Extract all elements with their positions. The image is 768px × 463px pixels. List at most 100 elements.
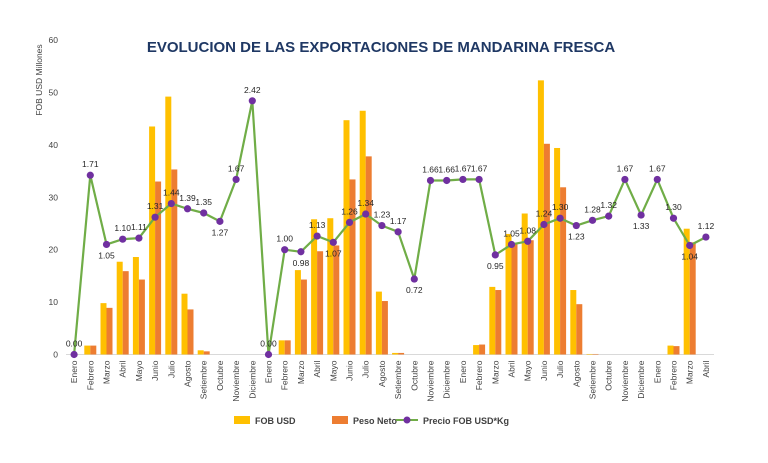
x-tick-label: Febrero [85,360,95,390]
price-data-label: 1.10 [114,223,131,233]
legend-label-peso: Peso Neto [353,416,398,426]
price-data-label: 1.67 [617,163,634,173]
legend-label-precio: Precio FOB USD*Kg [423,416,509,426]
x-tick-label: Setiembre [588,360,598,399]
price-data-label: 0.98 [293,258,310,268]
bar-fob-usd [521,213,528,355]
chart-title: EVOLUCION DE LAS EXPORTACIONES DE MANDAR… [147,39,616,56]
price-data-label: 1.00 [276,234,293,244]
x-tick-label: Junio [539,360,549,381]
x-tick-label: Mayo [134,360,144,381]
x-tick-label: Mayo [328,360,338,381]
price-data-label: 1.30 [665,202,682,212]
x-tick-label: Enero [652,360,662,383]
legend: FOB USD Peso Neto Precio FOB USD*Kg [234,416,509,426]
bar-peso-neto [155,181,162,355]
x-tick-label: Setiembre [393,360,403,399]
bar-peso-neto [495,290,502,355]
price-marker [605,212,613,220]
price-marker [540,220,548,229]
legend-swatch-peso [332,416,348,424]
bar-peso-neto [543,143,550,355]
x-tick-label: Abril [312,360,322,377]
price-marker [102,240,111,249]
x-tick-label: Octubre [409,360,419,391]
bar-peso-neto [171,169,178,355]
bar-peso-neto [106,307,113,355]
price-data-label: 1.31 [147,201,164,211]
price-marker [410,275,418,283]
bar-fob-usd [505,233,512,355]
bar-fob-usd [683,228,690,355]
x-tick-label: Abril [507,360,517,377]
x-tick-label: Abril [118,360,128,377]
x-tick-label: Marzo [102,360,112,384]
y-tick-label: 10 [49,297,59,307]
x-tick-label: Setiembre [199,360,209,399]
price-data-label: 1.66 [438,164,455,174]
bar-peso-neto [203,351,210,355]
x-tick-label: Agosto [571,360,581,387]
x-tick-label: Diciembre [442,360,452,399]
price-data-label: 1.35 [195,197,212,207]
x-tick-label: Febrero [474,360,484,390]
price-data-label: 1.32 [600,200,617,210]
y-axis-label: FOB USD Millones [34,44,44,115]
bar-peso-neto [560,187,567,355]
price-data-label: 1.44 [163,188,180,198]
price-data-label: 1.24 [536,209,553,219]
bars [84,80,696,355]
x-tick-label: Agosto [377,360,387,387]
price-marker [686,241,694,250]
price-marker [248,97,256,105]
price-marker [119,235,127,243]
bar-fob-usd [149,126,156,355]
bar-fob-usd [327,218,334,355]
bar-peso-neto [398,352,405,355]
bar-fob-usd [278,340,285,355]
price-marker [264,350,273,359]
bar-peso-neto [187,309,194,355]
price-marker [491,251,499,259]
price-data-label: 1.13 [309,220,326,230]
price-marker [669,214,678,222]
y-tick-label: 60 [49,35,59,45]
legend-swatch-fob [234,416,250,424]
bar-peso-neto [479,344,486,355]
price-data-label: 0.00 [66,339,83,349]
x-tick-label: Diciembre [636,360,646,399]
bar-fob-usd [165,96,172,355]
price-marker [281,246,289,254]
price-data-label: 1.04 [681,251,698,261]
bar-fob-usd [489,286,496,355]
price-marker [167,199,175,208]
price-marker [702,233,710,241]
bar-peso-neto [592,353,599,355]
price-marker [151,213,159,221]
bar-peso-neto [689,242,696,355]
y-axis-ticks: 0 10 20 30 40 50 60 [49,35,59,360]
x-tick-label: Junio [345,360,355,381]
bar-fob-usd [132,257,139,355]
x-tick-label: Julio [555,360,565,378]
bar-fob-usd [667,345,674,355]
price-marker [572,221,580,230]
y-tick-label: 0 [53,350,58,360]
price-data-label: 1.71 [82,159,99,169]
price-marker [345,218,354,227]
bar-peso-neto [284,340,291,355]
price-data-label: 1.05 [503,228,520,238]
x-tick-label: Agosto [183,360,193,387]
price-marker [297,248,305,256]
data-labels: 0.00 1.71 1.05 1.10 1.11 1.31 1.441.39 1.35 1.27… [66,85,715,349]
price-data-label: 0.95 [487,261,504,271]
bar-fob-usd [197,350,204,355]
x-tick-label: Abril [701,360,711,377]
x-tick-label: Marzo [685,360,695,384]
price-marker [637,211,645,219]
price-data-label: 0.00 [260,339,277,349]
bar-fob-usd [311,219,318,355]
price-data-label: 1.28 [584,204,601,214]
bar-fob-usd [392,352,399,355]
price-data-label: 1.34 [357,198,374,208]
